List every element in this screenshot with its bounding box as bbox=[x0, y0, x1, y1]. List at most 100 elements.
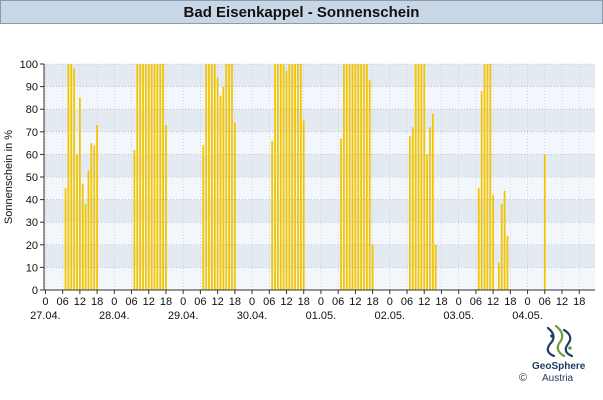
sunshine-bar bbox=[231, 64, 233, 290]
sunshine-bar bbox=[294, 64, 296, 290]
y-tick-label: 50 bbox=[26, 172, 38, 184]
geosphere-sub: Austria bbox=[542, 373, 574, 384]
background-band bbox=[44, 154, 595, 177]
sunshine-bar bbox=[147, 64, 150, 290]
x-hour-label: 18 bbox=[298, 296, 310, 308]
sunshine-bar bbox=[411, 127, 414, 290]
sunshine-bar bbox=[420, 64, 423, 290]
y-tick-label: 60 bbox=[26, 149, 38, 161]
x-day-label: 01.05. bbox=[306, 310, 337, 322]
x-hour-label: 18 bbox=[229, 296, 241, 308]
background-band bbox=[44, 222, 595, 245]
bars-group bbox=[64, 64, 546, 291]
sunshine-bar bbox=[233, 122, 236, 290]
x-hour-label: 06 bbox=[401, 296, 413, 308]
x-hour-label: 12 bbox=[143, 296, 155, 308]
x-hour-label: 18 bbox=[573, 296, 585, 308]
sunshine-bar bbox=[64, 188, 67, 290]
sunshine-bar bbox=[348, 64, 351, 290]
sunshine-bar bbox=[276, 64, 279, 290]
sunshine-bar bbox=[486, 64, 489, 290]
sunshine-bar bbox=[285, 70, 288, 290]
y-tick-label: 90 bbox=[26, 82, 38, 94]
sunshine-bar bbox=[434, 244, 437, 290]
x-hour-label: 12 bbox=[487, 296, 499, 308]
y-axis-label: Sonnenschein in % bbox=[3, 130, 15, 224]
sunshine-bar bbox=[480, 91, 483, 291]
background-band bbox=[44, 244, 595, 268]
sunshine-bar bbox=[67, 64, 70, 290]
sunshine-bar bbox=[357, 64, 360, 290]
sunshine-bar bbox=[210, 64, 213, 290]
sunshine-bar bbox=[414, 64, 417, 290]
x-day-label: 29.04. bbox=[168, 310, 199, 322]
x-hour-label: 0 bbox=[180, 296, 186, 308]
sunshine-bar bbox=[492, 195, 495, 290]
sunshine-bar bbox=[423, 64, 426, 290]
background-band bbox=[44, 64, 595, 87]
sunshine-bar bbox=[228, 64, 230, 290]
x-hour-label: 12 bbox=[349, 296, 361, 308]
x-hour-label: 0 bbox=[111, 296, 117, 308]
sunshine-bar bbox=[409, 136, 411, 290]
sunshine-bar bbox=[96, 125, 98, 291]
x-hour-label: 0 bbox=[249, 296, 255, 308]
sunshine-bar bbox=[506, 235, 509, 290]
x-hour-label: 06 bbox=[57, 296, 69, 308]
sunshine-bar bbox=[76, 154, 78, 290]
x-hour-label: 0 bbox=[318, 296, 324, 308]
sunshine-bar bbox=[371, 244, 374, 290]
background-band bbox=[44, 267, 595, 290]
x-hour-label: 0 bbox=[524, 296, 530, 308]
sunshine-bar bbox=[365, 64, 368, 290]
background-band bbox=[44, 86, 595, 110]
sunshine-bar bbox=[483, 64, 486, 290]
x-hour-label: 12 bbox=[74, 296, 86, 308]
sunshine-bar bbox=[477, 188, 480, 290]
sunshine-bar bbox=[78, 97, 81, 291]
geosphere-logo-icon bbox=[546, 324, 574, 358]
y-tick-labels: 0 10 20 30 40 50 60 70 80 90 100 bbox=[20, 59, 38, 297]
background-band bbox=[44, 131, 595, 155]
y-tick-label: 70 bbox=[26, 127, 38, 139]
sunshine-bar bbox=[503, 190, 506, 290]
sunshine-bar bbox=[70, 64, 73, 290]
x-hour-label: 12 bbox=[418, 296, 430, 308]
x-hour-label: 06 bbox=[539, 296, 551, 308]
x-hour-label: 0 bbox=[387, 296, 393, 308]
sunshine-bar bbox=[299, 64, 302, 290]
sunshine-bar bbox=[81, 183, 84, 290]
sunshine-bar bbox=[363, 64, 365, 290]
sunshine-bar bbox=[202, 145, 205, 290]
sunshine-bar bbox=[208, 64, 210, 290]
x-day-label: 02.05. bbox=[375, 310, 406, 322]
sunshine-bar bbox=[288, 64, 291, 290]
axes bbox=[40, 63, 595, 294]
sunshine-bar bbox=[87, 170, 90, 290]
geosphere-brand: GeoSphere bbox=[532, 361, 586, 372]
x-hour-label: 12 bbox=[211, 296, 223, 308]
x-tick-labels: 0 06 12 18 27.04. 0 06 12 18 28.04. 0 06 12 18 29.04. 0… bbox=[30, 296, 585, 322]
x-hour-label: 06 bbox=[194, 296, 206, 308]
sunshine-bar bbox=[222, 86, 225, 290]
x-hour-label: 18 bbox=[160, 296, 172, 308]
x-hour-label: 12 bbox=[280, 296, 292, 308]
x-day-label: 03.05. bbox=[443, 310, 474, 322]
sunshine-bar bbox=[159, 64, 162, 290]
y-tick-label: 10 bbox=[26, 262, 38, 274]
sunshine-bar bbox=[297, 64, 299, 290]
y-tick-label: 40 bbox=[26, 195, 38, 207]
sunshine-bar bbox=[291, 64, 294, 290]
sunshine-bar bbox=[431, 113, 434, 290]
x-hour-label: 18 bbox=[366, 296, 378, 308]
sunshine-bar bbox=[142, 64, 144, 290]
sunshine-bar bbox=[500, 204, 503, 290]
sunshine-bar bbox=[368, 79, 371, 290]
sunshine-bar bbox=[354, 64, 357, 290]
x-day-label: 30.04. bbox=[237, 310, 268, 322]
x-hour-label: 06 bbox=[470, 296, 482, 308]
background-band bbox=[44, 109, 595, 132]
x-hour-label: 12 bbox=[556, 296, 568, 308]
sunshine-bar bbox=[150, 64, 153, 290]
